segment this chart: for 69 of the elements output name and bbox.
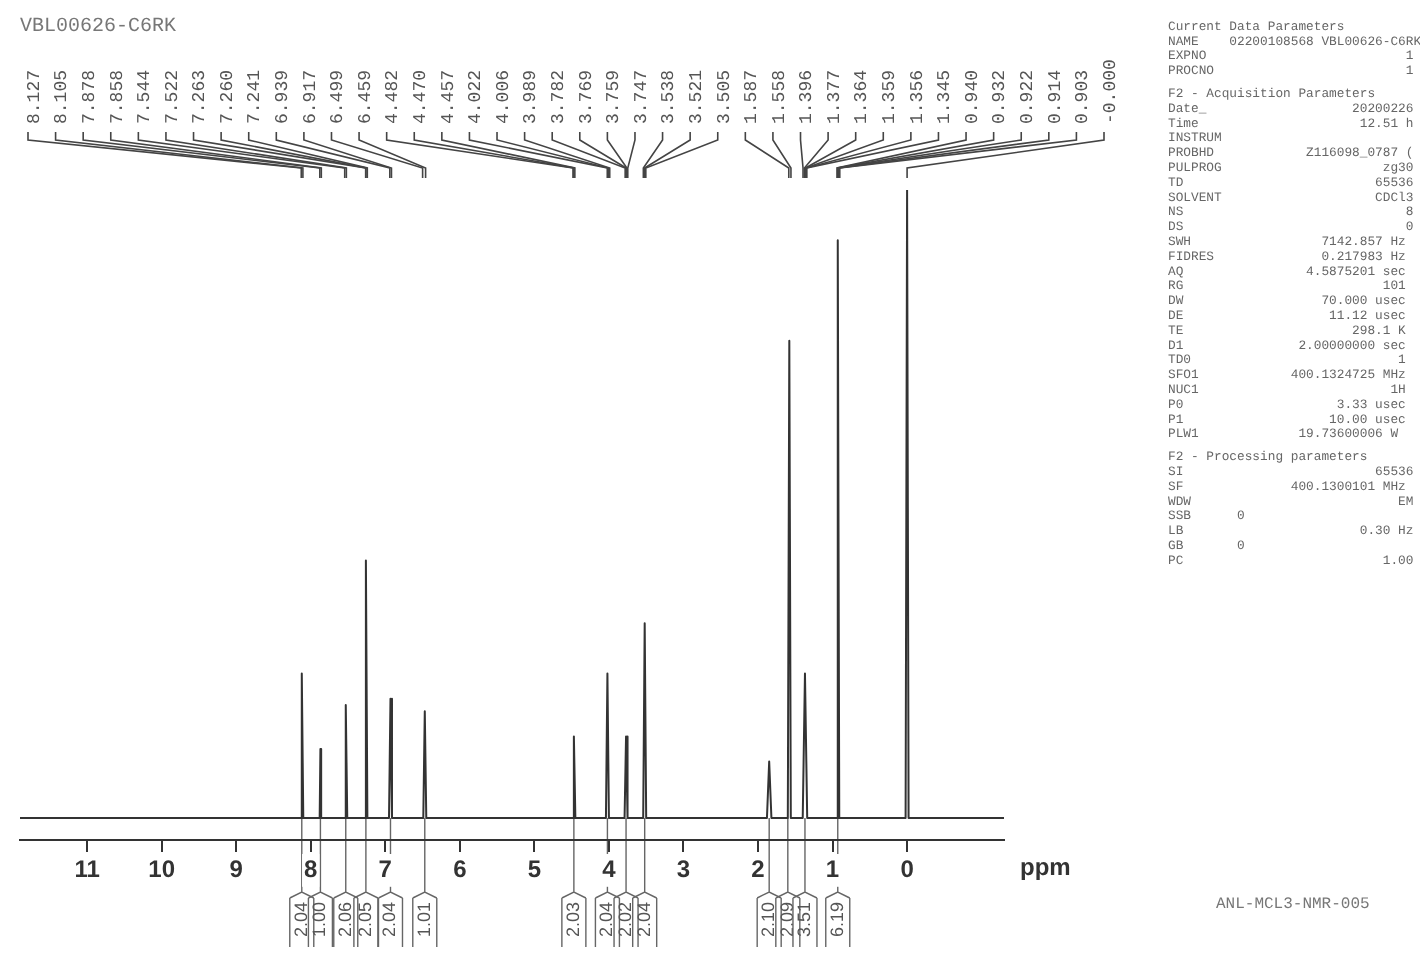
annotation: 3.51 <box>793 901 814 938</box>
annotation: 6.939 <box>273 69 294 124</box>
x-tick-label: 8 <box>304 855 319 884</box>
x-tick-label: 9 <box>229 855 244 884</box>
x-tick-label: 11 <box>74 855 101 884</box>
annotation: 3.747 <box>631 69 652 124</box>
annotation: 3.505 <box>714 69 735 124</box>
annotation: 4.470 <box>411 69 432 124</box>
annotation: -0.000 <box>1100 59 1121 124</box>
text: ANL-MCL3-NMR-005 <box>1216 896 1371 915</box>
annotation: 1.00 <box>309 901 330 938</box>
annotation: 3.782 <box>548 69 569 124</box>
annotation: 7.522 <box>162 69 183 124</box>
annotation: 7.263 <box>190 69 211 124</box>
x-tick-label: 7 <box>378 855 393 884</box>
x-tick-label: 4 <box>602 855 617 884</box>
annotation: 7.544 <box>135 69 156 124</box>
annotation: 6.917 <box>300 69 321 124</box>
annotation: 0.914 <box>1045 69 1066 124</box>
annotation: 4.022 <box>466 69 487 124</box>
annotation: 0.932 <box>990 69 1011 124</box>
annotation: 0.903 <box>1073 69 1094 124</box>
x-tick-label: 6 <box>453 855 468 884</box>
annotation: 7.878 <box>79 69 100 124</box>
annotation: 1.359 <box>880 69 901 124</box>
x-axis-title: ppm <box>1020 852 1071 881</box>
annotation: 4.482 <box>383 69 404 124</box>
annotation: 2.02 <box>615 901 636 938</box>
annotation: 2.10 <box>758 901 779 938</box>
x-tick-label: 2 <box>751 855 766 884</box>
annotation: 0.922 <box>1018 69 1039 124</box>
annotation: 7.241 <box>245 69 266 124</box>
annotation: 1.377 <box>824 69 845 124</box>
annotation: 0.940 <box>962 69 983 124</box>
annotation: 4.457 <box>438 69 459 124</box>
annotation: 2.05 <box>354 901 375 938</box>
x-tick-label: 1 <box>825 855 840 884</box>
annotation: 6.19 <box>826 901 847 938</box>
annotation: 1.356 <box>907 69 928 124</box>
annotation: 2.09 <box>776 901 797 938</box>
annotation: 1.01 <box>413 901 434 938</box>
annotation: 1.587 <box>742 69 763 124</box>
annotation: 3.989 <box>521 69 542 124</box>
annotation: 2.04 <box>596 901 617 938</box>
annotation: 2.04 <box>290 901 311 938</box>
annotation: 8.105 <box>52 69 73 124</box>
annotation: 1.345 <box>935 69 956 124</box>
annotation: 3.538 <box>659 69 680 124</box>
annotation: 1.364 <box>852 69 873 124</box>
annotation: 8.127 <box>24 69 45 124</box>
chart-title: VBL00626-C6RK <box>20 17 177 40</box>
annotation: 2.04 <box>379 901 400 938</box>
annotation: 3.759 <box>604 69 625 124</box>
annotation: 2.03 <box>562 901 583 938</box>
annotation: 3.521 <box>686 69 707 124</box>
annotation: 7.260 <box>217 69 238 124</box>
x-tick-label: 0 <box>900 855 915 884</box>
annotation: 4.006 <box>493 69 514 124</box>
annotation: 6.459 <box>355 69 376 124</box>
annotation: 1.396 <box>797 69 818 124</box>
x-tick-label: 10 <box>148 855 176 884</box>
x-tick-label: 3 <box>676 855 691 884</box>
x-tick-label: 5 <box>527 855 542 884</box>
annotation: 3.769 <box>576 69 597 124</box>
annotation: 7.858 <box>107 69 128 124</box>
annotation: 2.04 <box>633 901 654 938</box>
annotation: 6.499 <box>328 69 349 124</box>
annotation: 1.558 <box>769 69 790 124</box>
annotation: 2.06 <box>334 901 355 938</box>
